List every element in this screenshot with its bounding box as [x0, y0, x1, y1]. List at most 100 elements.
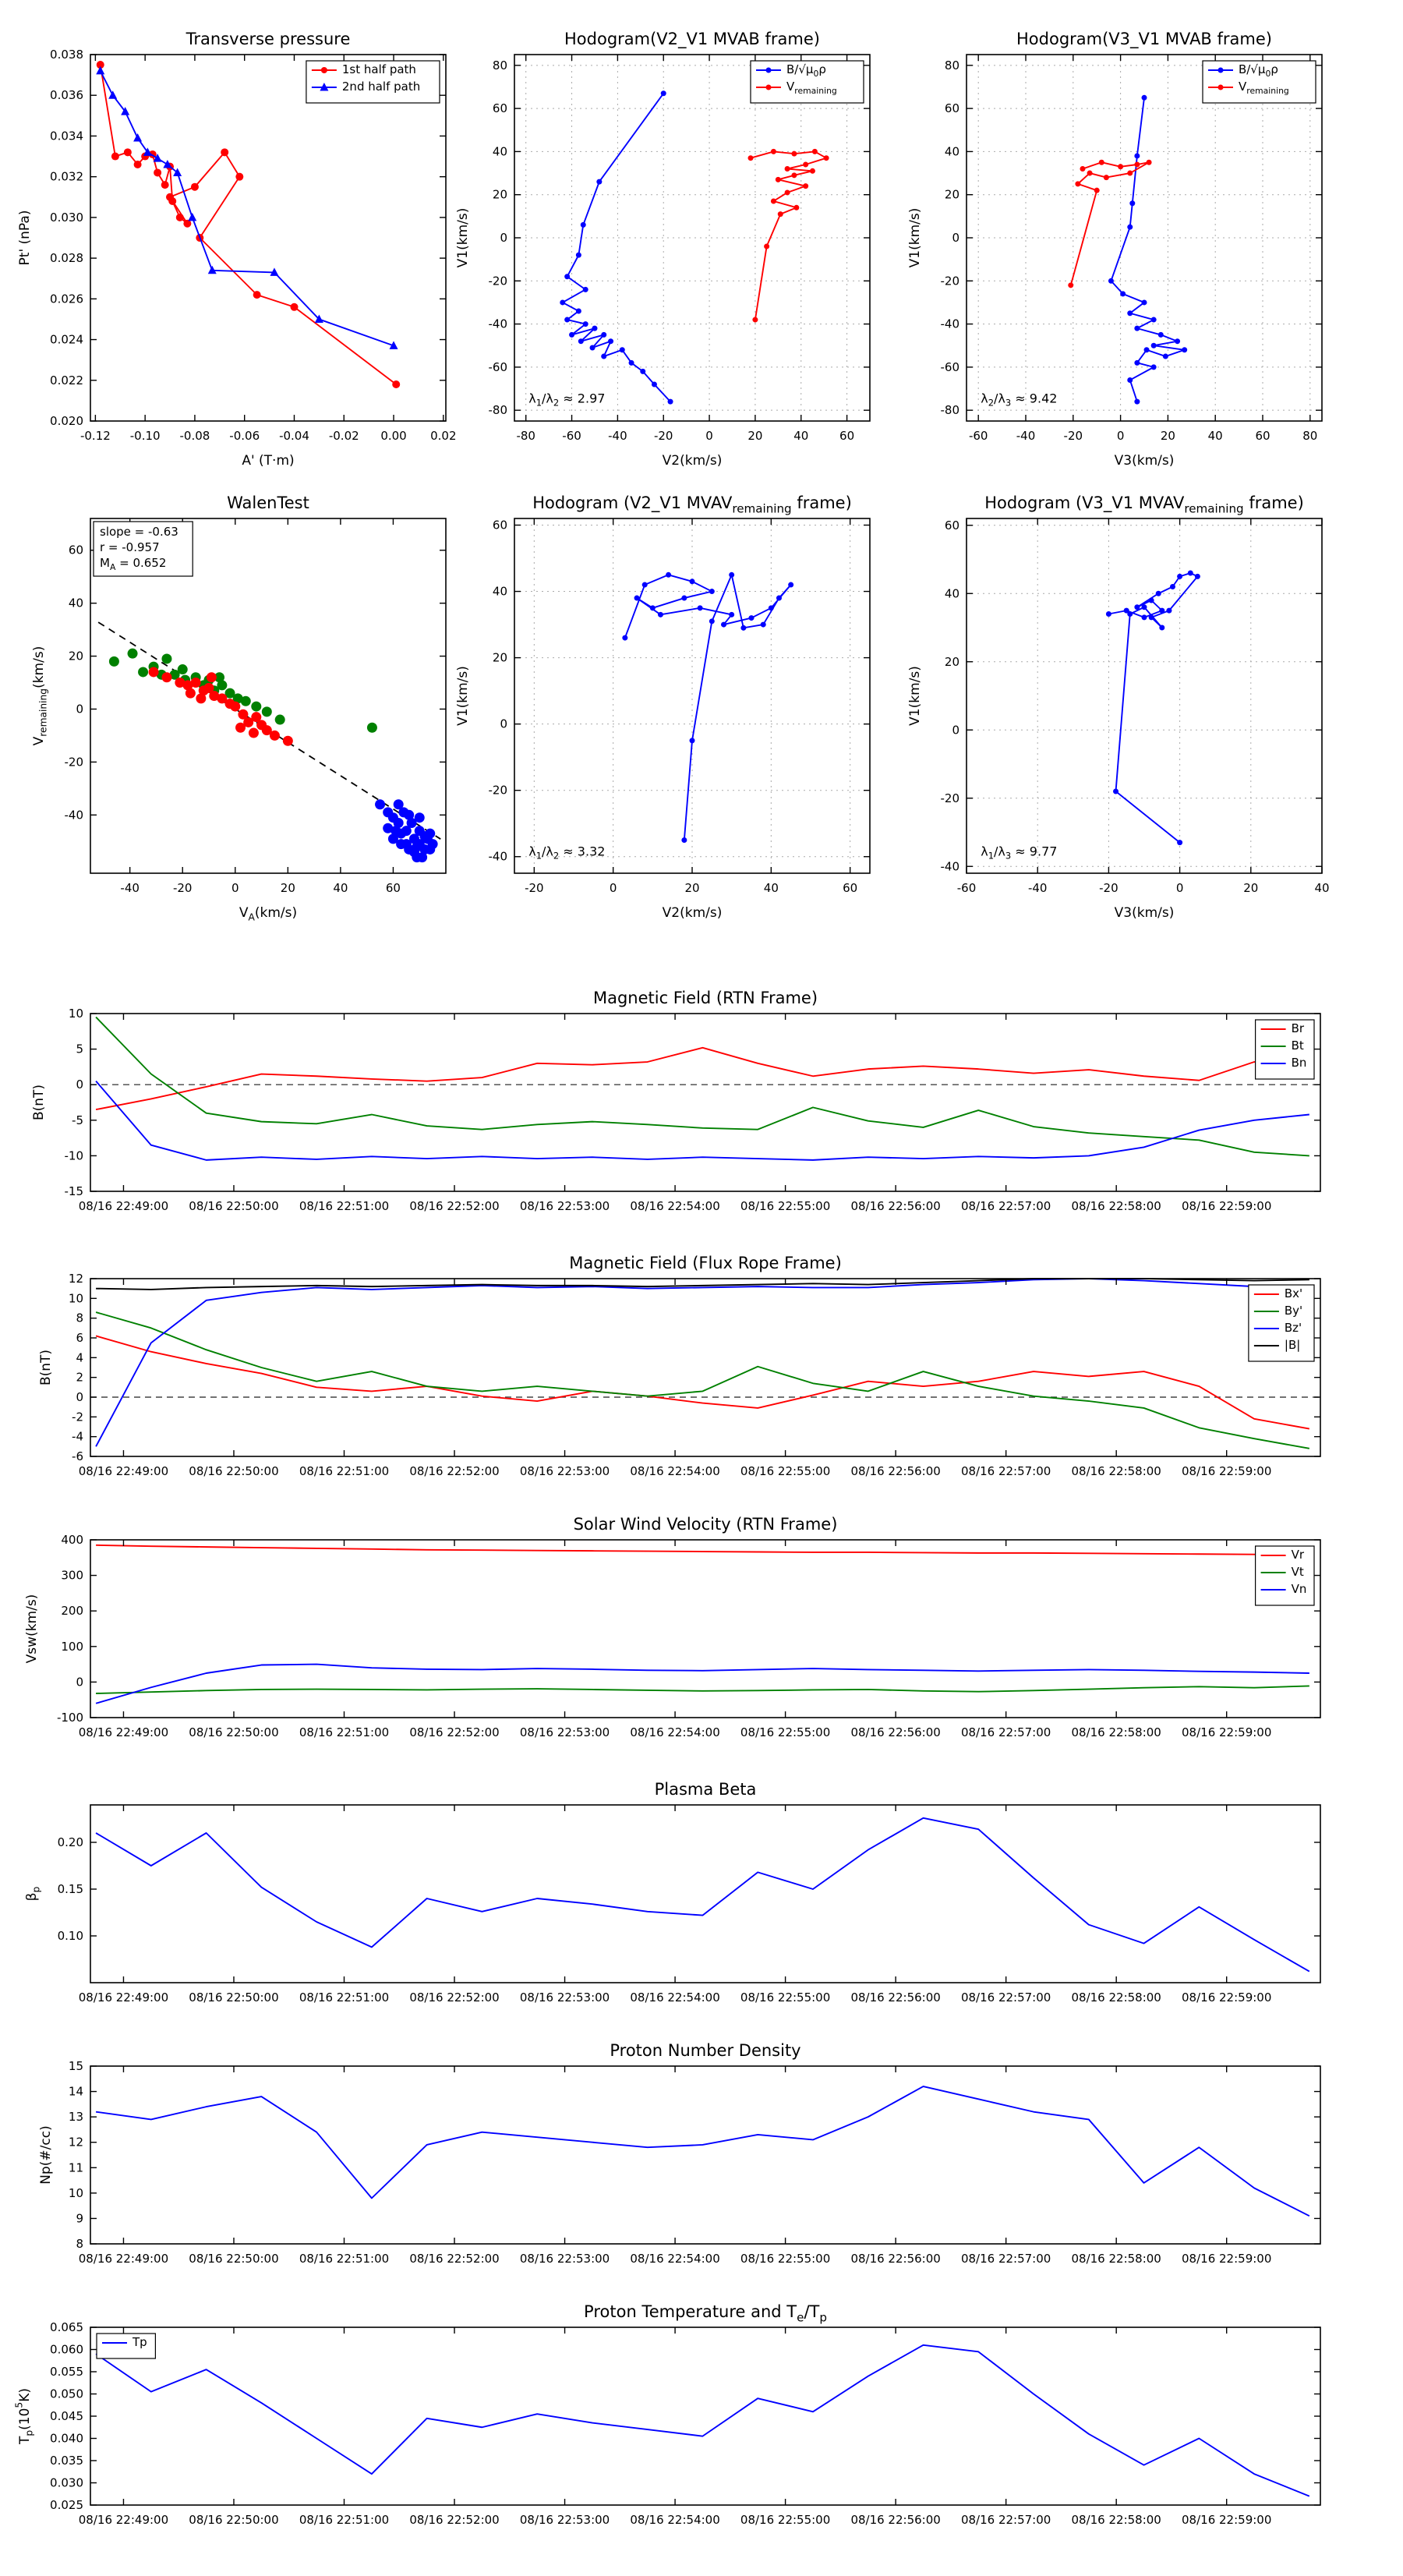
vsw-rtn-ylabel: Vsw(km/s) [24, 1594, 40, 1664]
mag-rtn-xtick: 08/16 22:56:00 [850, 1199, 940, 1213]
hodogram-v2v1-mvav-ytick: 40 [493, 585, 507, 599]
proton-temp-ytick: 0.045 [50, 2409, 83, 2423]
walen-test-ytick: 0 [76, 702, 83, 716]
proton-temp-legend: Tp [96, 2333, 157, 2359]
proton-density-title: Proton Number Density [610, 2041, 800, 2060]
mag-rtn-xtick: 08/16 22:51:00 [299, 1199, 389, 1213]
hodogram-v2v1-mvav-ytick: 20 [493, 651, 507, 665]
proton-temp-ytick: 0.060 [50, 2343, 83, 2357]
hodogram-v2v1-mvab-ytick: 60 [493, 101, 507, 115]
hodogram-v3v1-mvav-title: Hodogram (V3_V1 MVAVremaining frame) [984, 494, 1304, 515]
hodogram-v3v1-mvab-series-b-0- [1108, 94, 1188, 405]
hodogram-v3v1-mvab-ytick: -80 [941, 403, 960, 417]
mag-fluxrope-xtick: 08/16 22:49:00 [79, 1464, 168, 1478]
proton-density-xtick: 08/16 22:58:00 [1071, 2252, 1161, 2266]
hodogram-v3v1-mvab-annotation: λ2/λ3 ≈ 9.42 [981, 391, 1057, 409]
mag-fluxrope-xtick: 08/16 22:53:00 [520, 1464, 610, 1478]
hodogram-v3v1-mvab-xtick: -60 [969, 429, 988, 443]
hodogram-v3v1-mvav-xlabel: V3(km/s) [1115, 905, 1175, 921]
panel-transverse-pressure: -0.12 -0.10 -0.08 -0.06 -0.04 -0.02 0.00 0.02 0.… [17, 30, 457, 469]
plasma-beta-xtick: 08/16 22:55:00 [740, 1990, 830, 2005]
hodogram-v2v1-mvab-xtick: -20 [654, 429, 673, 443]
hodogram-v3v1-mvav-ytick: 40 [945, 586, 959, 600]
hodogram-v2v1-mvav-title: Hodogram (V2_V1 MVAVremaining frame) [532, 494, 852, 515]
svg-text:Vremaining(km/s): Vremaining(km/s) [31, 646, 48, 746]
hodogram-v3v1-mvav-xtick: 40 [1314, 881, 1329, 895]
svg-text:r = -0.957: r = -0.957 [100, 540, 160, 554]
hodogram-v2v1-mvab-xtick: -40 [608, 429, 627, 443]
proton-temp-ytick: 0.025 [50, 2498, 83, 2512]
proton-density-ytick: 9 [76, 2211, 83, 2225]
proton-temp-xtick: 08/16 22:55:00 [740, 2513, 830, 2527]
mag-fluxrope-xtick: 08/16 22:59:00 [1182, 1464, 1271, 1478]
hodogram-v2v1-mvav-ytick: -20 [489, 784, 508, 798]
mag-fluxrope-ytick: 2 [76, 1371, 83, 1385]
plasma-beta-xtick: 08/16 22:53:00 [520, 1990, 610, 2005]
hodogram-v3v1-mvab-ytick: 40 [945, 144, 959, 158]
transverse-pressure-xtick: -0.08 [180, 429, 210, 443]
walen-test-xtick: 0 [231, 881, 239, 895]
transverse-pressure-legend: 1st half path 2nd half path [306, 60, 440, 104]
svg-text:V1(km/s): V1(km/s) [455, 208, 471, 268]
hodogram-v2v1-mvab-ytick: -80 [489, 403, 508, 417]
svg-text:V1(km/s): V1(km/s) [907, 208, 923, 268]
proton-temp-xtick: 08/16 22:54:00 [630, 2513, 719, 2527]
hodogram-v2v1-mvab-xtick: 0 [705, 429, 713, 443]
hodogram-v3v1-mvav-series-v [1105, 570, 1200, 846]
proton-temp-ytick: 0.040 [50, 2432, 83, 2446]
transverse-pressure-title: Transverse pressure [186, 30, 351, 48]
transverse-pressure-xtick: -0.02 [329, 429, 359, 443]
mag-rtn-series-br [95, 1046, 1309, 1111]
plasma-beta-ytick: 0.20 [58, 1835, 83, 1849]
svg-text:Vsw(km/s): Vsw(km/s) [24, 1594, 40, 1664]
svg-text:Np(#/cc): Np(#/cc) [38, 2125, 54, 2184]
panel-hodogram-v2v1-mvav: -20 0 20 40 60 -40 -20 0 20 40 60 Hodogram (V2_V1 M… [455, 494, 871, 921]
panel-walen-test: -40 -20 0 20 40 60 -40 -20 0 20 40 60 WalenTest VA(km… [31, 494, 447, 922]
hodogram-v3v1-mvab-title: Hodogram(V3_V1 MVAB frame) [1016, 30, 1272, 49]
mag-rtn-series-bt [95, 1016, 1309, 1157]
svg-text:Vt: Vt [1292, 1565, 1304, 1579]
hodogram-v2v1-mvab-ytick: 80 [493, 58, 507, 73]
vsw-rtn-series-vt [96, 1685, 1309, 1694]
svg-text:βp: βp [24, 1886, 41, 1901]
proton-temp-ytick: 0.065 [50, 2320, 83, 2334]
hodogram-v3v1-mvab-xtick: 20 [1161, 429, 1175, 443]
hodogram-v3v1-mvab-ytick: 20 [945, 188, 959, 202]
svg-text:1st half path: 1st half path [342, 62, 416, 76]
svg-text:Vn: Vn [1292, 1582, 1307, 1596]
svg-text:Vr: Vr [1292, 1548, 1305, 1562]
plasma-beta-series-beta [95, 1817, 1310, 1973]
proton-density-ytick: 8 [76, 2237, 83, 2251]
vsw-rtn-series-vn [95, 1663, 1309, 1704]
proton-temp-xtick: 08/16 22:51:00 [299, 2513, 389, 2527]
vsw-rtn-ytick: 200 [61, 1604, 83, 1618]
proton-density-ytick: 11 [69, 2160, 83, 2174]
hodogram-v3v1-mvab-xtick: -40 [1016, 429, 1036, 443]
proton-density-ylabel: Np(#/cc) [38, 2125, 54, 2184]
proton-density-xtick: 08/16 22:51:00 [299, 2252, 389, 2266]
transverse-pressure-ytick: 0.036 [50, 88, 83, 102]
svg-text:Bz': Bz' [1285, 1321, 1302, 1335]
mag-fluxrope-ylabel: B(nT) [38, 1350, 54, 1385]
hodogram-v2v1-mvab-series-v-remaining- [747, 148, 829, 323]
hodogram-v2v1-mvav-xtick: 60 [843, 881, 857, 895]
svg-text:V1(km/s): V1(km/s) [455, 666, 471, 726]
transverse-pressure-series-1st-half-path [96, 61, 401, 388]
mag-rtn-series-bn [95, 1081, 1309, 1161]
hodogram-v2v1-mvav-ytick: 0 [500, 717, 507, 731]
mag-rtn-xtick: 08/16 22:49:00 [79, 1199, 168, 1213]
hodogram-v3v1-mvav-ytick: -40 [941, 859, 960, 873]
hodogram-v3v1-mvav-xtick: 0 [1176, 881, 1184, 895]
mag-fluxrope-ytick: -6 [72, 1449, 83, 1463]
proton-temp-series-tp [95, 2344, 1310, 2497]
vsw-rtn-xtick: 08/16 22:52:00 [409, 1725, 499, 1739]
mag-rtn-ytick: -10 [65, 1148, 84, 1162]
hodogram-v2v1-mvab-xtick: 40 [793, 429, 808, 443]
proton-temp-xtick: 08/16 22:53:00 [520, 2513, 610, 2527]
hodogram-v2v1-mvav-xtick: -20 [525, 881, 544, 895]
proton-temp-xtick: 08/16 22:49:00 [79, 2513, 168, 2527]
mag-fluxrope-xtick: 08/16 22:52:00 [409, 1464, 499, 1478]
hodogram-v2v1-mvav-ytick: -40 [489, 850, 508, 864]
hodogram-v3v1-mvab-xlabel: V3(km/s) [1115, 453, 1175, 469]
hodogram-v2v1-mvav-xtick: 40 [764, 881, 779, 895]
